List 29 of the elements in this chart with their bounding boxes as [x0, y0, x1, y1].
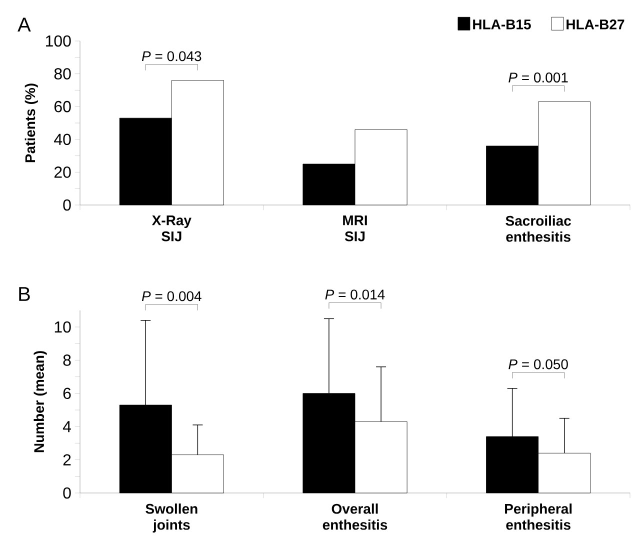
y-tick-label: 60 — [54, 100, 71, 112]
y-tick-label: 40 — [54, 134, 71, 146]
chart-title: B — [19, 287, 30, 301]
y-tick-label: 0 — [63, 199, 71, 211]
annotation: P = 0.043 — [142, 51, 202, 62]
y-axis-title: Patients (%) — [24, 84, 38, 162]
legend-label: HLA-B15 — [473, 20, 531, 30]
y-tick-label: 4 — [62, 421, 71, 432]
x-tick-label: Peripheral enthesitis — [505, 504, 572, 530]
y-axis-title: Number (mean) — [34, 351, 47, 452]
chart-title: A — [18, 18, 31, 32]
y-tick-label: 8 — [63, 354, 71, 366]
y-tick-label: 0 — [63, 487, 71, 499]
y-tick-label: 6 — [63, 388, 71, 400]
legend-label: HLA-B27 — [566, 20, 624, 30]
annotation: P = 0.050 — [508, 359, 568, 370]
text: P = 0.004 — [142, 291, 202, 302]
x-tick-label: X-Ray SIJ — [152, 216, 192, 242]
y-tick-label: 80 — [54, 68, 71, 80]
y-tick-label: 100 — [46, 35, 71, 47]
x-tick-label: Sacroiliac enthesitis — [506, 216, 571, 242]
text: P = 0.014 — [325, 290, 385, 300]
x-tick-label: Swollen joints — [146, 504, 198, 533]
annotation: P = 0.001 — [508, 72, 568, 82]
x-tick-label: MRI SIJ — [343, 216, 367, 242]
y-tick-label: 2 — [63, 454, 71, 466]
x-tick-label: Overall enthesitis — [322, 504, 388, 530]
y-tick-label: 10 — [54, 321, 71, 333]
y-tick-label: 20 — [54, 166, 71, 178]
